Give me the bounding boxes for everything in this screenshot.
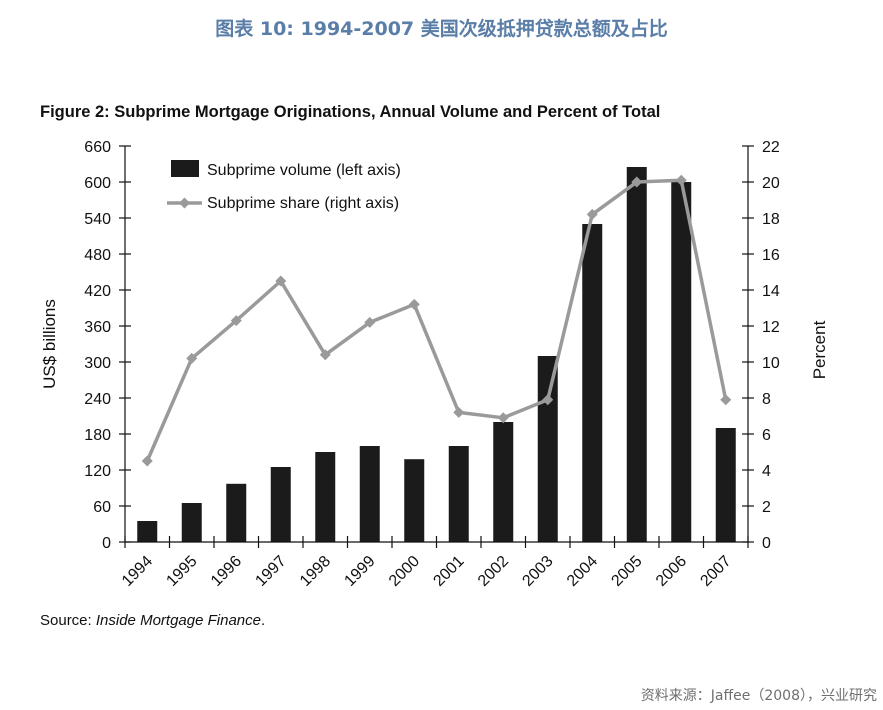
- left-tick-label: 480: [84, 247, 111, 264]
- right-tick-label: 6: [762, 427, 771, 444]
- bar-1997: [270, 467, 291, 542]
- share-point-1997: [275, 275, 287, 287]
- left-tick-label: 420: [84, 283, 111, 300]
- right-tick-label: 0: [762, 535, 771, 552]
- source-note: Source: Inside Mortgage Finance.: [40, 612, 265, 629]
- left-tick-label: 660: [84, 139, 111, 156]
- source-suffix: .: [260, 612, 266, 629]
- x-tick-label: 1997: [252, 553, 289, 590]
- left-tick-label: 540: [84, 211, 111, 228]
- share-point-1999: [364, 316, 376, 328]
- credit-note: 资料来源：Jaffee（2008），兴业研究: [640, 688, 877, 704]
- right-tick-label: 10: [762, 355, 780, 372]
- x-tick-label: 2004: [564, 553, 601, 590]
- bar-1994: [137, 521, 158, 542]
- share-point-2002: [497, 412, 509, 424]
- x-tick-label: 1999: [341, 553, 378, 590]
- x-tick-label: 2003: [519, 553, 556, 590]
- bar-2005: [626, 167, 647, 542]
- right-tick-label: 12: [762, 319, 780, 336]
- share-point-1996: [230, 315, 242, 327]
- x-tick-label: 2007: [697, 553, 734, 590]
- left-tick-label: 120: [84, 463, 111, 480]
- share-point-2000: [408, 298, 420, 310]
- share-line-layer: [141, 174, 732, 467]
- right-tick-label: 14: [762, 283, 780, 300]
- bar-2000: [404, 459, 425, 542]
- chart-title: Figure 2: Subprime Mortgage Originations…: [40, 103, 661, 121]
- y-axis-right-title: Percent: [810, 320, 829, 379]
- x-tick-label: 2006: [653, 553, 690, 590]
- x-tick-label: 1994: [119, 553, 156, 590]
- x-tick-label: 1998: [297, 553, 334, 590]
- legend-diamond-marker: [179, 197, 190, 209]
- right-tick-label: 20: [762, 175, 780, 192]
- bar-2004: [582, 224, 603, 542]
- share-point-2005: [631, 176, 643, 188]
- left-tick-label: 300: [84, 355, 111, 372]
- source-name: Inside Mortgage Finance: [95, 612, 261, 629]
- share-point-1994: [141, 455, 153, 467]
- bar-2001: [448, 446, 469, 542]
- bar-2003: [537, 356, 558, 542]
- bar-1995: [181, 503, 202, 542]
- left-tick-label: 600: [84, 175, 111, 192]
- bar-1999: [359, 446, 380, 542]
- right-tick-label: 22: [762, 139, 780, 156]
- bar-1996: [226, 483, 247, 542]
- left-tick-label: 0: [102, 535, 111, 552]
- x-tick-label: 2005: [608, 553, 645, 590]
- right-tick-label: 18: [762, 211, 780, 228]
- share-point-1998: [319, 349, 331, 361]
- bar-1998: [315, 452, 336, 542]
- legend-label-share: Subprime share (right axis): [207, 195, 399, 212]
- share-point-2001: [453, 406, 465, 418]
- right-tick-label: 16: [762, 247, 780, 264]
- legend: Subprime volume (left axis) Subprime shar…: [167, 160, 401, 212]
- right-tick-label: 4: [762, 463, 771, 480]
- axes-layer: 0 60 120 180 240 300 360 420 480 540 600 660 0 2 4 6 8 10…: [40, 139, 829, 590]
- x-tick-label: 1995: [163, 553, 200, 590]
- legend-label-volume: Subprime volume (left axis): [207, 162, 401, 179]
- left-tick-label: 60: [93, 499, 111, 516]
- left-tick-label: 360: [84, 319, 111, 336]
- bar-2007: [715, 428, 736, 542]
- right-tick-label: 8: [762, 391, 771, 408]
- x-tick-label: 2001: [430, 553, 467, 590]
- bar-2002: [493, 422, 514, 542]
- share-point-2004: [586, 208, 598, 220]
- y-axis-left-title: US$ billions: [40, 299, 59, 389]
- right-tick-label: 2: [762, 499, 771, 516]
- left-tick-label: 180: [84, 427, 111, 444]
- share-line: [145, 178, 728, 462]
- x-tick-label: 1996: [208, 553, 245, 590]
- page-title: 图表 10: 1994-2007 美国次级抵押贷款总额及占比: [215, 18, 668, 40]
- share-point-2003: [542, 394, 554, 406]
- legend-bar-swatch: [171, 160, 199, 177]
- source-prefix: Source:: [40, 612, 96, 629]
- share-point-1995: [186, 352, 198, 364]
- bar-2006: [671, 182, 692, 542]
- x-tick-label: 2002: [475, 553, 512, 590]
- bars-layer: [137, 167, 736, 542]
- share-point-2007: [720, 394, 732, 406]
- left-tick-label: 240: [84, 391, 111, 408]
- x-tick-label: 2000: [386, 553, 423, 590]
- share-point-2006: [675, 174, 687, 186]
